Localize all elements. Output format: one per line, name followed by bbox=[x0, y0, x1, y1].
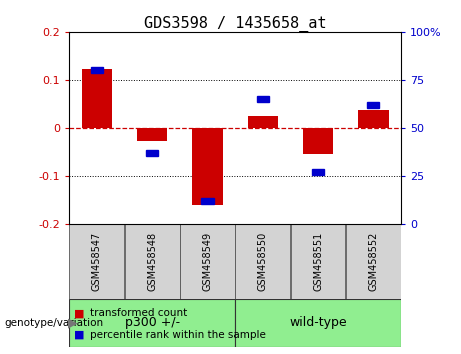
Bar bbox=[146, 149, 158, 156]
Text: ▶: ▶ bbox=[68, 316, 78, 330]
Bar bbox=[257, 96, 269, 102]
Text: GSM458550: GSM458550 bbox=[258, 232, 268, 291]
Bar bbox=[137, 128, 167, 141]
Text: genotype/variation: genotype/variation bbox=[5, 318, 104, 328]
Bar bbox=[192, 128, 223, 205]
Text: GSM458547: GSM458547 bbox=[92, 232, 102, 291]
Bar bbox=[312, 169, 324, 175]
Bar bbox=[125, 224, 179, 299]
Text: ■: ■ bbox=[74, 330, 84, 339]
Text: p300 +/-: p300 +/- bbox=[124, 316, 180, 330]
Text: GSM458551: GSM458551 bbox=[313, 232, 323, 291]
Bar bbox=[70, 299, 235, 347]
Text: wild-type: wild-type bbox=[290, 316, 347, 330]
Text: transformed count: transformed count bbox=[90, 308, 187, 318]
Bar bbox=[180, 224, 235, 299]
Bar bbox=[201, 198, 213, 204]
Bar bbox=[346, 224, 401, 299]
Title: GDS3598 / 1435658_at: GDS3598 / 1435658_at bbox=[144, 16, 326, 32]
Bar bbox=[236, 224, 290, 299]
Text: GSM458552: GSM458552 bbox=[368, 232, 378, 291]
Text: percentile rank within the sample: percentile rank within the sample bbox=[90, 330, 266, 339]
Text: GSM458549: GSM458549 bbox=[202, 232, 213, 291]
Bar bbox=[91, 67, 103, 73]
Bar bbox=[82, 69, 112, 128]
Bar bbox=[248, 116, 278, 128]
Bar bbox=[303, 128, 333, 154]
Bar bbox=[236, 299, 401, 347]
Text: GSM458548: GSM458548 bbox=[147, 232, 157, 291]
Bar bbox=[291, 224, 345, 299]
Bar bbox=[70, 224, 124, 299]
Text: ■: ■ bbox=[74, 308, 84, 318]
Bar bbox=[367, 102, 379, 108]
Bar bbox=[358, 110, 389, 128]
